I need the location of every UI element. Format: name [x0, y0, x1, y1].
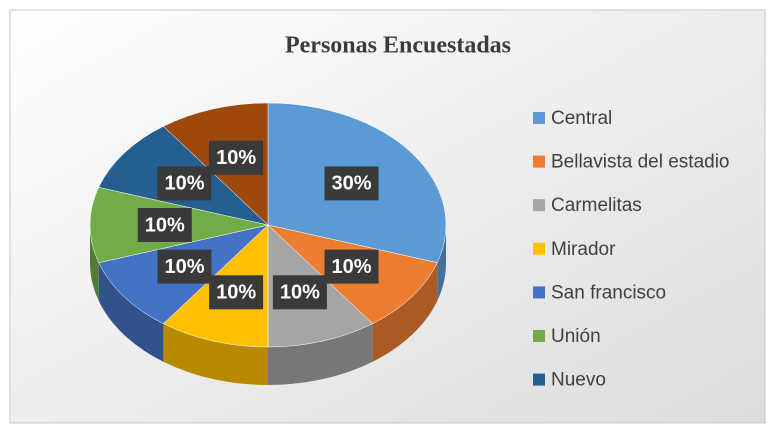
legend-swatch	[533, 242, 545, 255]
legend-swatch	[533, 330, 545, 342]
legend-label: San francisco	[551, 282, 666, 303]
data-label-box	[324, 249, 379, 284]
data-label-box	[272, 275, 327, 310]
legend-label: Bellavista del estadio	[551, 152, 730, 173]
data-label-box	[137, 208, 192, 242]
legend-label: Central	[551, 108, 612, 129]
legend-label: Mirador	[551, 239, 616, 260]
data-label: 10%	[164, 256, 204, 278]
data-label: 10%	[216, 282, 256, 304]
data-label-box	[157, 166, 212, 201]
data-label-box	[324, 166, 379, 201]
legend-label: Nuevo	[551, 370, 606, 391]
data-label: 10%	[280, 282, 320, 304]
chart-title: Personas Encuestadas	[285, 33, 511, 59]
legend-swatch	[533, 199, 545, 212]
data-label: 10%	[164, 173, 204, 195]
legend-swatch	[533, 155, 545, 168]
data-label: 10%	[216, 147, 256, 169]
data-label-box	[157, 249, 212, 284]
pie-side	[90, 225, 99, 301]
legend-swatch	[533, 286, 545, 299]
data-label-box	[209, 140, 264, 175]
data-label: 10%	[332, 256, 372, 278]
data-label: 30%	[332, 173, 372, 195]
pie-side	[163, 323, 268, 385]
pie-side	[268, 323, 373, 385]
pie-side	[437, 225, 446, 301]
data-label: 10%	[145, 214, 185, 236]
legend-label: Carmelitas	[551, 195, 642, 216]
legend-swatch	[533, 373, 545, 386]
legend-swatch	[533, 112, 545, 124]
data-label-box	[209, 275, 264, 310]
legend-label: Unión	[551, 326, 601, 347]
